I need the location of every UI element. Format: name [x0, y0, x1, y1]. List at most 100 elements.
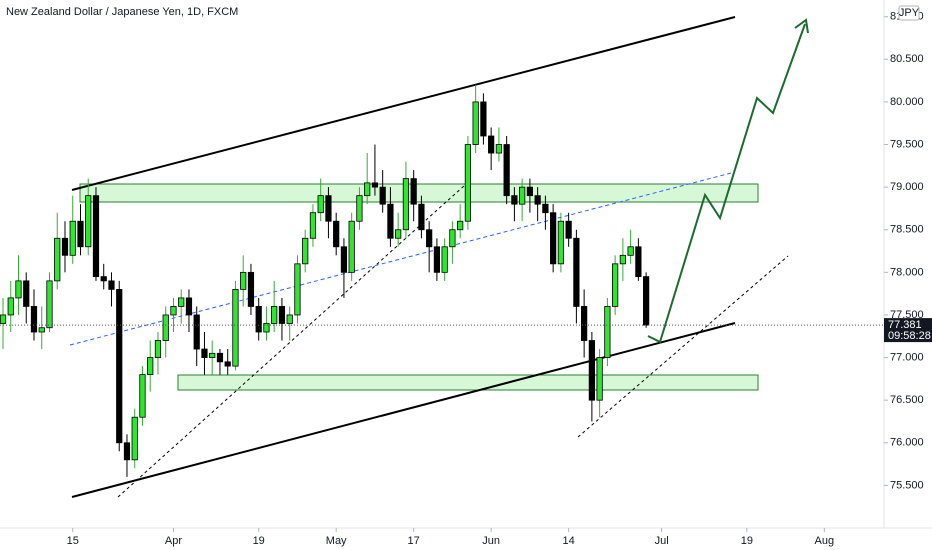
candle-body	[410, 178, 417, 205]
candle-body	[162, 314, 169, 341]
candle-body	[449, 229, 456, 248]
candle-body	[61, 237, 69, 256]
x-tick-label: 17	[408, 535, 420, 547]
candle-body	[178, 297, 185, 307]
candle-body	[286, 314, 293, 324]
candle-body	[131, 416, 138, 461]
resistance-zone	[79, 183, 759, 203]
candle-body	[480, 101, 487, 137]
candle-body	[464, 144, 472, 222]
candle-body	[309, 212, 317, 239]
candle-body	[0, 314, 7, 324]
candle-body	[278, 306, 286, 324]
y-tick-label: 75.500	[890, 479, 924, 491]
candle-body	[69, 220, 76, 256]
y-tick-label: 80.500	[890, 53, 924, 65]
candle-body	[77, 220, 84, 248]
x-tick-label: May	[326, 535, 347, 547]
candle-body	[23, 280, 30, 307]
candle-body	[348, 220, 355, 273]
candle-body	[100, 276, 107, 282]
x-tick-label: 14	[563, 535, 575, 547]
candle-body	[612, 263, 619, 307]
candle-body	[511, 195, 518, 205]
candle-body	[302, 237, 309, 265]
candle-body	[85, 195, 92, 248]
chart-title: New Zealand Dollar / Japanese Yen, 1D, F…	[6, 6, 238, 18]
candle-body	[201, 348, 208, 358]
candle-body	[263, 323, 270, 333]
candle-body	[604, 306, 611, 358]
y-tick-label: 76.500	[890, 394, 924, 406]
candle-body	[247, 271, 255, 307]
candle-body	[170, 306, 177, 316]
candle-body	[185, 297, 193, 316]
candle-body	[15, 280, 22, 299]
candle-body	[472, 101, 479, 145]
candle-body	[643, 276, 650, 326]
y-tick-label: 77.500	[890, 309, 924, 321]
countdown-label: 09:58:28	[888, 330, 931, 342]
candle-body	[495, 144, 503, 154]
candle-body	[596, 357, 603, 401]
currency-label: JPY	[899, 7, 920, 19]
candle-body	[147, 357, 154, 376]
candle-body	[557, 220, 565, 265]
drawings	[69, 16, 789, 498]
candle-body	[46, 280, 53, 329]
candle-body	[116, 288, 123, 444]
last-price-label: 77.381	[888, 319, 922, 331]
candle-body	[441, 246, 448, 273]
candle-body	[255, 306, 262, 333]
arrow-head	[794, 18, 809, 34]
candle-body	[379, 186, 386, 205]
channel-top	[71, 16, 736, 191]
x-tick-label: 19	[253, 535, 265, 547]
candle-body	[224, 361, 231, 367]
candle-body	[627, 246, 634, 256]
candle-body	[550, 212, 557, 265]
x-tick-label: Apr	[165, 535, 182, 547]
candle-body	[30, 306, 38, 333]
candle-body	[232, 288, 239, 367]
trend-line	[577, 255, 789, 438]
channel-bottom	[71, 322, 736, 498]
candle-body	[573, 237, 580, 307]
y-tick-label: 78.500	[890, 224, 924, 236]
projection	[647, 18, 809, 344]
candle-body	[581, 306, 588, 341]
currency-badge	[898, 5, 920, 21]
candle-body	[395, 229, 402, 239]
candle-body	[503, 144, 510, 197]
candle-body	[92, 195, 100, 278]
candle-body	[216, 352, 224, 363]
candle-body	[457, 220, 464, 231]
y-tick-label: 80.000	[890, 96, 924, 108]
candle-body	[54, 237, 61, 282]
candle-body	[209, 352, 216, 358]
candle-body	[317, 195, 324, 214]
candle-body	[542, 203, 549, 214]
candle-body	[294, 263, 301, 316]
x-tick-label: 19	[741, 535, 753, 547]
candle-body	[635, 246, 642, 278]
candle-body	[364, 182, 371, 197]
candle-body	[488, 135, 495, 154]
candle-body	[426, 229, 433, 248]
candle-body	[193, 314, 200, 350]
candle-body	[418, 203, 425, 231]
y-tick-label: 79.000	[890, 181, 924, 193]
y-tick-label: 79.500	[890, 138, 924, 150]
candle-body	[7, 297, 14, 316]
support-zone	[177, 374, 759, 391]
candle-body	[371, 182, 379, 188]
candle-body	[619, 254, 626, 265]
candle-body	[519, 186, 526, 205]
candle-body	[271, 306, 278, 324]
candle-body	[565, 220, 572, 239]
candle-body	[526, 186, 534, 197]
candle-body	[433, 246, 441, 273]
candle-body	[123, 442, 131, 461]
